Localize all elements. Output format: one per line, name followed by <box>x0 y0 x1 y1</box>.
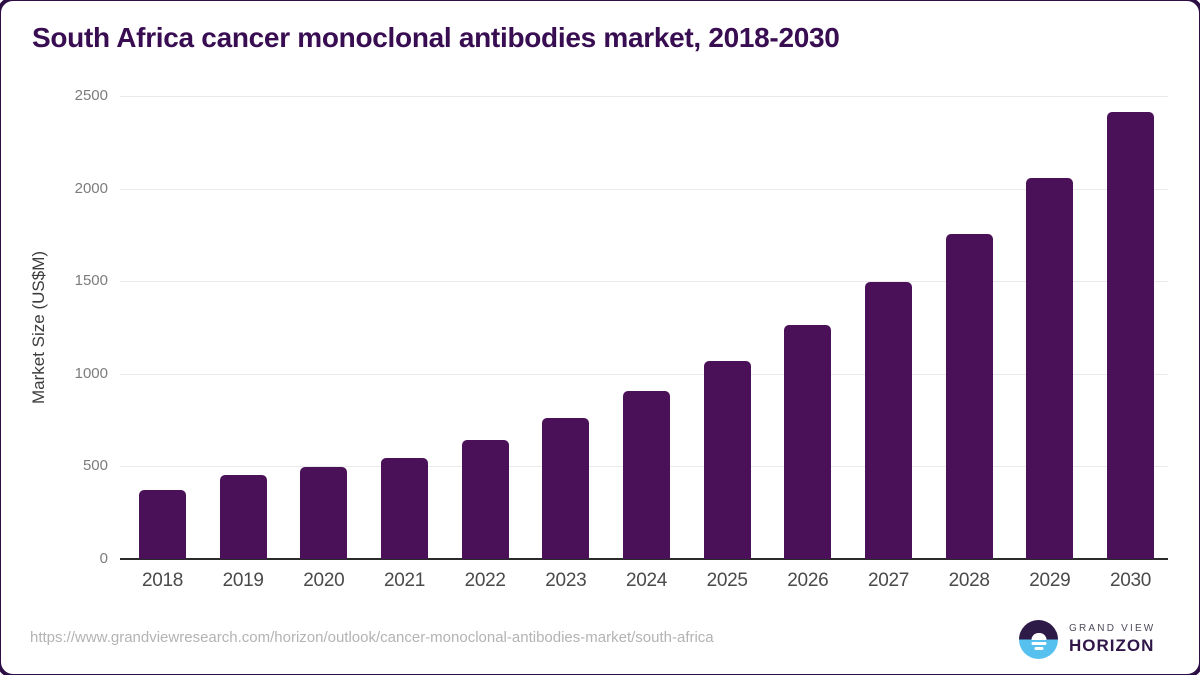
bar-2022 <box>461 439 509 559</box>
x-tick-label-2025: 2025 <box>706 570 748 591</box>
bar-2027 <box>865 282 912 559</box>
y-tick-label-1000: 1000 <box>74 364 108 382</box>
x-axis-line <box>120 558 1168 560</box>
y-tick-label-0: 0 <box>99 550 108 567</box>
plot-area <box>120 96 1168 560</box>
gridline-1000 <box>120 373 1168 375</box>
bar-2019 <box>219 475 267 559</box>
x-tick-label-2022: 2022 <box>464 570 506 591</box>
x-tick-label-2024: 2024 <box>625 570 668 591</box>
horizon-line-1 <box>1031 641 1046 645</box>
bar-2025 <box>703 360 751 559</box>
grandview-horizon-logo: GRAND VIEW HORIZON <box>1019 620 1155 659</box>
logo-text: GRAND VIEW HORIZON <box>1069 623 1155 656</box>
bar-2018 <box>139 489 186 559</box>
x-tick-label-2021: 2021 <box>383 570 426 591</box>
x-tick-label-2030: 2030 <box>1109 570 1152 591</box>
logo-product-name: HORIZON <box>1069 636 1155 655</box>
horizon-sunset-icon <box>1019 620 1058 659</box>
y-tick-label-500: 500 <box>82 457 108 475</box>
bar-2030 <box>1107 112 1154 559</box>
x-tick-label-2020: 2020 <box>303 570 345 591</box>
y-tick-label-2500: 2500 <box>74 87 108 104</box>
chart-title: South Africa cancer monoclonal antibodie… <box>32 22 840 53</box>
gridline-1500 <box>120 281 1168 283</box>
gridline-2500 <box>120 96 1168 97</box>
x-tick-label-2028: 2028 <box>948 570 990 591</box>
x-tick-label-2029: 2029 <box>1029 570 1071 591</box>
y-axis-label: Market Size (US$M) <box>29 250 48 405</box>
x-tick-label-2018: 2018 <box>141 570 184 591</box>
bar-2024 <box>623 391 670 559</box>
x-tick-label-2026: 2026 <box>787 570 829 591</box>
x-tick-label-2023: 2023 <box>545 570 587 591</box>
bar-2028 <box>945 233 993 559</box>
gridline-2000 <box>120 188 1168 190</box>
source-url: https://www.grandviewresearch.com/horizo… <box>30 629 714 646</box>
bar-2021 <box>381 458 428 559</box>
horizon-line-2 <box>1034 646 1043 650</box>
x-tick-label-2019: 2019 <box>222 570 264 591</box>
x-tick-label-2027: 2027 <box>867 570 910 591</box>
bar-2026 <box>784 324 832 559</box>
y-tick-label-2000: 2000 <box>74 179 108 197</box>
bar-2029 <box>1026 177 1074 559</box>
y-tick-label-1500: 1500 <box>74 272 108 290</box>
bar-2020 <box>300 467 348 559</box>
bar-2023 <box>542 417 590 559</box>
logo-brand-name: GRAND VIEW <box>1069 623 1156 634</box>
sun-dome-shape <box>1031 632 1046 640</box>
